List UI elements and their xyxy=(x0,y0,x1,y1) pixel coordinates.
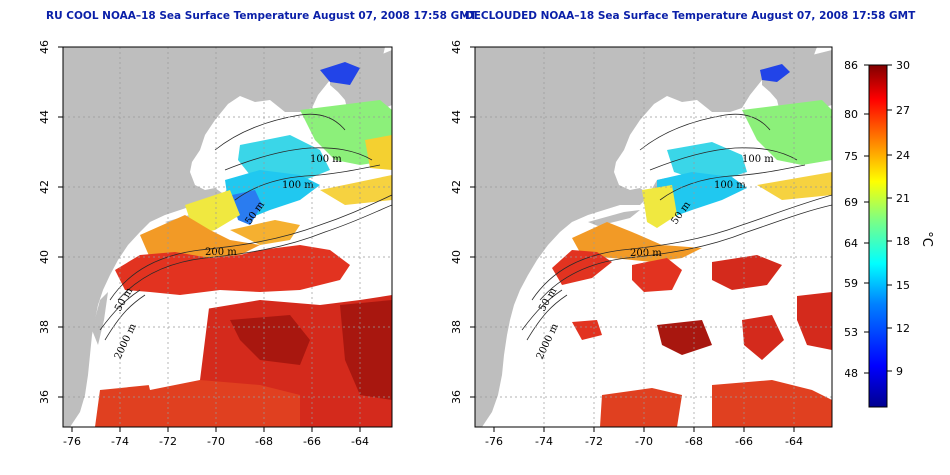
colorbar-f-tick: 86 xyxy=(845,59,858,72)
long-island xyxy=(588,210,640,226)
grid-lines xyxy=(63,47,392,427)
lat-tick: 40 xyxy=(450,250,463,264)
contour-label-200m: 200 m xyxy=(630,248,662,259)
lat-tick: 38 xyxy=(38,320,51,334)
sst-red-patch-1 xyxy=(552,250,612,285)
bathymetry-contours xyxy=(99,113,392,341)
sst-red-patch-6 xyxy=(572,320,602,340)
sst-red-patch-3 xyxy=(712,255,782,290)
lat-tick: 38 xyxy=(450,320,463,334)
colorbar-c-tick: 18 xyxy=(896,235,910,248)
colorbar-f-tick: 69 xyxy=(845,196,858,209)
map-frame xyxy=(62,46,393,428)
colorbar-f-tick: 48 xyxy=(845,367,858,380)
sst-dark-red-patch xyxy=(657,320,712,355)
sst-dark-red2 xyxy=(340,300,392,400)
lon-tick: -76 xyxy=(63,435,81,448)
lon-tick: -66 xyxy=(735,435,753,448)
lon-tick: -68 xyxy=(685,435,703,448)
colorbar-c-tick: 12 xyxy=(896,322,910,335)
left-map-panel: 100 m 100 m 50 m 200 m 50 m 2000 m -76 -… xyxy=(0,30,475,475)
lon-tick: -76 xyxy=(485,435,503,448)
sst-shelf-orange xyxy=(572,222,702,262)
lat-tick: 40 xyxy=(38,250,51,264)
sst-yellow-band xyxy=(642,185,677,228)
land-mass xyxy=(475,47,817,427)
contour-label-200m: 200 m xyxy=(205,247,237,258)
right-map-title: DECLOUDED NOAA–18 Sea Surface Temperatur… xyxy=(465,10,916,22)
lon-tick: -70 xyxy=(635,435,653,448)
sst-red-patch-2 xyxy=(632,258,682,292)
colorbar-c-tick: 24 xyxy=(896,149,910,162)
colorbar-gradient xyxy=(868,64,888,408)
sst-gom-cyan xyxy=(667,142,747,180)
colorbar-c-tick: 9 xyxy=(896,365,903,378)
contour-label-100m-b: 100 m xyxy=(282,180,314,191)
lat-tick: 36 xyxy=(450,390,463,404)
delmarva xyxy=(92,292,108,345)
colorbar-c-tick: 30 xyxy=(896,59,910,72)
sst-red-patch-4 xyxy=(797,292,832,350)
map-frame xyxy=(474,46,833,428)
bathymetry-contours xyxy=(521,113,832,341)
lon-tick: -74 xyxy=(111,435,129,448)
lat-tick: 44 xyxy=(450,110,463,124)
sst-yellow-e xyxy=(320,175,392,205)
sst-dark-red xyxy=(230,315,310,365)
lat-tick: 46 xyxy=(450,40,463,54)
lon-tick: -72 xyxy=(585,435,603,448)
colorbar-c-tick: 21 xyxy=(896,192,910,205)
colorbar-f-tick: 80 xyxy=(845,108,858,121)
colorbar-f-tick: 75 xyxy=(845,150,858,163)
sst-yellow-e xyxy=(757,172,832,200)
sst-red-lower2 xyxy=(712,380,832,427)
lon-tick: -64 xyxy=(785,435,803,448)
lat-tick: 36 xyxy=(38,390,51,404)
sst-red-offshore xyxy=(115,245,350,295)
colorbar-f-tick: 53 xyxy=(845,326,858,339)
sst-gom-green xyxy=(742,100,832,165)
lon-tick: -72 xyxy=(159,435,177,448)
colorbar-f-tick: 64 xyxy=(845,237,858,250)
sst-georges-cyan xyxy=(657,172,747,218)
lat-tick: 44 xyxy=(38,110,51,124)
sst-red-lower xyxy=(600,388,682,427)
lon-tick: -64 xyxy=(351,435,369,448)
sst-georges-blue xyxy=(232,190,262,225)
sst-gom-cold xyxy=(238,135,330,180)
contour-label-100m-a: 100 m xyxy=(310,154,342,165)
right-map: 100 m 100 m 50 m 200 m 50 m 2000 m -76 -… xyxy=(450,40,833,448)
lat-tick: 42 xyxy=(38,180,51,194)
sst-shelf-orange xyxy=(140,215,260,258)
sst-north-blue xyxy=(320,62,360,85)
grid-lines xyxy=(475,47,832,427)
lat-tick: 42 xyxy=(450,180,463,194)
colorbar-c-tick: 15 xyxy=(896,279,910,292)
sst-gap xyxy=(140,300,210,390)
sst-yellow-ne xyxy=(365,135,392,170)
lon-tick: -70 xyxy=(207,435,225,448)
left-map-title: RU COOL NOAA–18 Sea Surface Temperature … xyxy=(46,10,477,22)
colorbar: 86 80 75 69 64 59 53 48 30 27 24 21 18 1… xyxy=(845,59,934,408)
lon-tick: -66 xyxy=(303,435,321,448)
colorbar-c-label: °C xyxy=(919,231,934,247)
colorbar-f-tick: 59 xyxy=(845,277,858,290)
sst-north-blue xyxy=(760,64,790,82)
sst-shelf-orange2 xyxy=(230,220,300,245)
contour-label-100m-b: 100 m xyxy=(714,180,746,191)
right-map-panel: 100 m 100 m 50 m 200 m 50 m 2000 m -76 -… xyxy=(412,30,852,475)
lon-tick: -68 xyxy=(255,435,273,448)
lon-tick: -74 xyxy=(535,435,553,448)
land-mass xyxy=(63,47,385,427)
contour-label-100m-a: 100 m xyxy=(742,154,774,165)
sst-red-lower xyxy=(95,380,300,427)
sst-red-patch-5 xyxy=(742,315,784,360)
colorbar-c-tick: 27 xyxy=(896,104,910,117)
left-map: 100 m 100 m 50 m 200 m 50 m 2000 m -76 -… xyxy=(38,40,393,448)
lat-tick: 46 xyxy=(38,40,51,54)
colorbar-panel: 86 80 75 69 64 59 53 48 30 27 24 21 18 1… xyxy=(845,55,945,425)
